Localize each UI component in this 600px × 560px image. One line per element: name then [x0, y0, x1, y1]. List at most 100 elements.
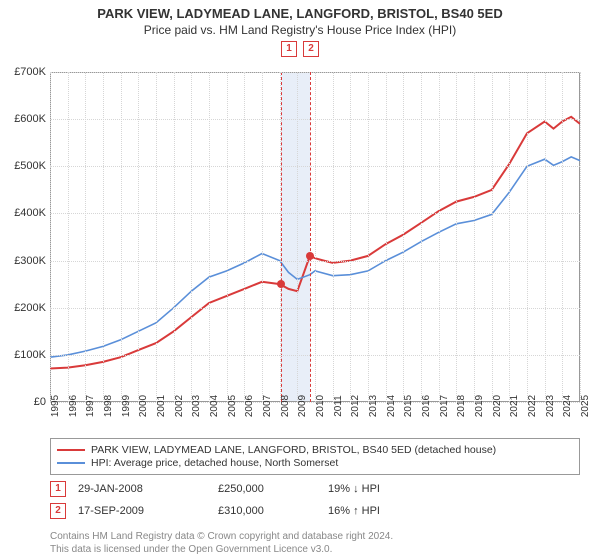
x-axis-label: 2025 [580, 395, 591, 417]
legend-swatch [57, 449, 85, 451]
title-address: PARK VIEW, LADYMEAD LANE, LANGFORD, BRIS… [0, 6, 600, 21]
gridline-vertical [138, 72, 139, 402]
sale-price: £250,000 [218, 483, 328, 495]
gridline-vertical [191, 72, 192, 402]
y-axis-label: £400K [14, 207, 46, 219]
sale-marker: 1 [50, 481, 66, 497]
sale-point [306, 252, 314, 260]
gridline-vertical [439, 72, 440, 402]
gridline-vertical [368, 72, 369, 402]
gridline-vertical [297, 72, 298, 402]
highlight-line [281, 72, 282, 402]
x-axis-label: 2009 [297, 395, 308, 417]
legend-item: HPI: Average price, detached house, Nort… [57, 457, 573, 469]
sales-list: 1 29-JAN-2008£250,00019% ↓ HPI 2 17-SEP-200… [50, 481, 580, 519]
footer-line1: Contains HM Land Registry data © Crown c… [50, 530, 580, 543]
gridline-vertical [474, 72, 475, 402]
x-axis-label: 2020 [492, 395, 503, 417]
legend-box: PARK VIEW, LADYMEAD LANE, LANGFORD, BRIS… [50, 438, 580, 475]
gridline-vertical [103, 72, 104, 402]
x-axis-label: 2014 [386, 395, 397, 417]
gridline-vertical [386, 72, 387, 402]
bottom-panel: PARK VIEW, LADYMEAD LANE, LANGFORD, BRIS… [50, 438, 580, 519]
gridline-vertical [545, 72, 546, 402]
gridline-vertical [244, 72, 245, 402]
x-axis-label: 2003 [191, 395, 202, 417]
x-axis-label: 2024 [562, 395, 573, 417]
sale-row: 2 17-SEP-2009£310,00016% ↑ HPI [50, 503, 580, 519]
x-axis-label: 2002 [174, 395, 185, 417]
sale-hpi: 16% ↑ HPI [328, 505, 448, 517]
sale-price: £310,000 [218, 505, 328, 517]
y-axis-label: £200K [14, 302, 46, 314]
x-axis-label: 2018 [456, 395, 467, 417]
y-axis-label: £600K [14, 113, 46, 125]
gridline-vertical [315, 72, 316, 402]
gridline-vertical [403, 72, 404, 402]
legend-item: PARK VIEW, LADYMEAD LANE, LANGFORD, BRIS… [57, 444, 573, 456]
gridline-vertical [50, 72, 51, 402]
footer-line2: This data is licensed under the Open Gov… [50, 543, 580, 556]
gridline-vertical [421, 72, 422, 402]
titles-block: PARK VIEW, LADYMEAD LANE, LANGFORD, BRIS… [0, 0, 600, 37]
sale-marker: 2 [50, 503, 66, 519]
gridline-vertical [509, 72, 510, 402]
gridline-vertical [456, 72, 457, 402]
x-axis-label: 2022 [527, 395, 538, 417]
x-axis-label: 1999 [121, 395, 132, 417]
gridline-vertical [68, 72, 69, 402]
sale-date: 17-SEP-2009 [78, 505, 218, 517]
sale-row: 1 29-JAN-2008£250,00019% ↓ HPI [50, 481, 580, 497]
footer-text: Contains HM Land Registry data © Crown c… [50, 530, 580, 556]
x-axis-label: 2012 [350, 395, 361, 417]
x-axis-label: 1995 [50, 395, 61, 417]
gridline-vertical [492, 72, 493, 402]
gridline-vertical [527, 72, 528, 402]
gridline-vertical [174, 72, 175, 402]
gridline-vertical [156, 72, 157, 402]
x-axis-label: 2000 [138, 395, 149, 417]
gridline-vertical [580, 72, 581, 402]
x-axis-label: 2007 [262, 395, 273, 417]
gridline-vertical [562, 72, 563, 402]
legend-label: HPI: Average price, detached house, Nort… [91, 457, 338, 469]
y-axis-label: £100K [14, 349, 46, 361]
x-axis-label: 2023 [545, 395, 556, 417]
chart-plot-area: £0£100K£200K£300K£400K£500K£600K£700K199… [50, 72, 580, 402]
x-axis-label: 1996 [68, 395, 79, 417]
gridline-vertical [209, 72, 210, 402]
gridline-vertical [121, 72, 122, 402]
y-axis-label: £0 [34, 396, 46, 408]
x-axis-label: 2004 [209, 395, 220, 417]
gridline-vertical [350, 72, 351, 402]
highlight-line [310, 72, 311, 402]
x-axis-label: 2008 [280, 395, 291, 417]
sale-hpi: 19% ↓ HPI [328, 483, 448, 495]
x-axis-label: 2015 [403, 395, 414, 417]
gridline-vertical [333, 72, 334, 402]
x-axis-label: 1998 [103, 395, 114, 417]
x-axis-label: 2005 [227, 395, 238, 417]
legend-label: PARK VIEW, LADYMEAD LANE, LANGFORD, BRIS… [91, 444, 496, 456]
y-axis-label: £700K [14, 66, 46, 78]
y-axis-label: £500K [14, 160, 46, 172]
sale-date: 29-JAN-2008 [78, 483, 218, 495]
top-marker: 1 [281, 41, 297, 57]
x-axis-label: 2013 [368, 395, 379, 417]
gridline-vertical [262, 72, 263, 402]
top-marker: 2 [303, 41, 319, 57]
x-axis-label: 1997 [85, 395, 96, 417]
gridline-vertical [85, 72, 86, 402]
x-axis-label: 2001 [156, 395, 167, 417]
sale-point [277, 280, 285, 288]
x-axis-label: 2006 [244, 395, 255, 417]
x-axis-label: 2010 [315, 395, 326, 417]
x-axis-label: 2021 [509, 395, 520, 417]
chart-container: PARK VIEW, LADYMEAD LANE, LANGFORD, BRIS… [0, 0, 600, 560]
x-axis-label: 2017 [439, 395, 450, 417]
x-axis-label: 2016 [421, 395, 432, 417]
gridline-vertical [227, 72, 228, 402]
x-axis-label: 2011 [333, 395, 344, 417]
title-subtitle: Price paid vs. HM Land Registry's House … [0, 23, 600, 37]
legend-swatch [57, 462, 85, 464]
